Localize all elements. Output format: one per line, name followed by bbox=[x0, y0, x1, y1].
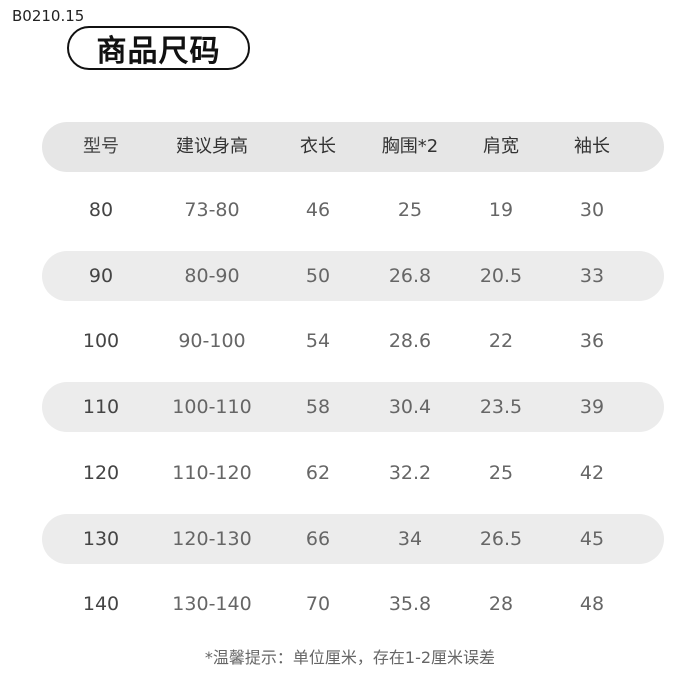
column-header: 肩宽 bbox=[483, 136, 519, 157]
table-cell: 54 bbox=[305, 330, 331, 353]
table-cell: 50 bbox=[305, 264, 331, 287]
table-cell: 110 bbox=[82, 396, 120, 419]
table-cell: 20.5 bbox=[479, 264, 523, 287]
table-cell: 23.5 bbox=[479, 396, 523, 419]
table-cell: 34 bbox=[397, 527, 423, 550]
table-cell: 35.8 bbox=[388, 593, 432, 616]
table-row: 130 120-130 66 34 26.5 45 bbox=[42, 513, 664, 564]
footnote: *温馨提示：单位厘米，存在1-2厘米误差 bbox=[204, 648, 496, 667]
table-cell: 19 bbox=[488, 199, 514, 221]
table-cell: 80 bbox=[88, 199, 114, 221]
table-cell: 30.4 bbox=[388, 396, 432, 419]
table-cell: 62 bbox=[305, 461, 331, 484]
page-title: 商品尺码 bbox=[67, 26, 250, 70]
table-cell: 36 bbox=[579, 330, 605, 353]
column-header: 型号 bbox=[83, 136, 119, 157]
table-cell: 70 bbox=[305, 593, 331, 616]
table-cell: 26.8 bbox=[388, 264, 432, 287]
table-row: 110 100-110 58 30.4 23.5 39 bbox=[42, 382, 664, 433]
table-cell: 46 bbox=[305, 199, 331, 221]
table-row: 90 80-90 50 26.8 20.5 33 bbox=[42, 250, 664, 301]
table-cell: 26.5 bbox=[479, 527, 523, 550]
table-row: 80 73-80 46 25 19 30 bbox=[42, 185, 664, 235]
column-header: 建议身高 bbox=[176, 136, 248, 157]
table-cell: 45 bbox=[579, 527, 605, 550]
table-row: 140 130-140 70 35.8 28 48 bbox=[42, 579, 664, 629]
table-cell: 110-120 bbox=[172, 461, 252, 484]
table-cell: 90-100 bbox=[178, 330, 246, 353]
table-cell: 58 bbox=[305, 396, 331, 419]
table-row: 100 90-100 54 28.6 22 36 bbox=[42, 316, 664, 366]
table-cell: 32.2 bbox=[388, 461, 432, 484]
table-cell: 80-90 bbox=[184, 264, 240, 287]
table-cell: 42 bbox=[579, 461, 605, 484]
table-cell: 30 bbox=[579, 199, 605, 221]
table-cell: 28 bbox=[488, 593, 514, 616]
table-cell: 120 bbox=[82, 461, 120, 484]
table-cell: 28.6 bbox=[388, 330, 432, 353]
table-cell: 140 bbox=[82, 593, 120, 616]
column-header: 衣长 bbox=[300, 136, 336, 157]
table-cell: 130-140 bbox=[172, 593, 252, 616]
table-cell: 66 bbox=[305, 527, 331, 550]
table-cell: 22 bbox=[488, 330, 514, 353]
product-code: B0210.15 bbox=[12, 7, 85, 25]
table-row: 120 110-120 62 32.2 25 42 bbox=[42, 448, 664, 498]
table-cell: 25 bbox=[488, 461, 514, 484]
table-cell: 130 bbox=[82, 527, 120, 550]
table-cell: 33 bbox=[579, 264, 605, 287]
table-cell: 90 bbox=[88, 264, 114, 287]
table-cell: 100 bbox=[82, 330, 120, 353]
column-header: 袖长 bbox=[574, 136, 610, 157]
table-cell: 73-80 bbox=[184, 199, 240, 221]
column-header: 胸围*2 bbox=[381, 136, 439, 157]
table-cell: 100-110 bbox=[172, 396, 252, 419]
table-header: 型号 建议身高 衣长 胸围*2 肩宽 袖长 bbox=[42, 122, 664, 172]
table-cell: 120-130 bbox=[172, 527, 252, 550]
table-cell: 48 bbox=[579, 593, 605, 616]
table-cell: 25 bbox=[397, 199, 423, 221]
table-cell: 39 bbox=[579, 396, 605, 419]
